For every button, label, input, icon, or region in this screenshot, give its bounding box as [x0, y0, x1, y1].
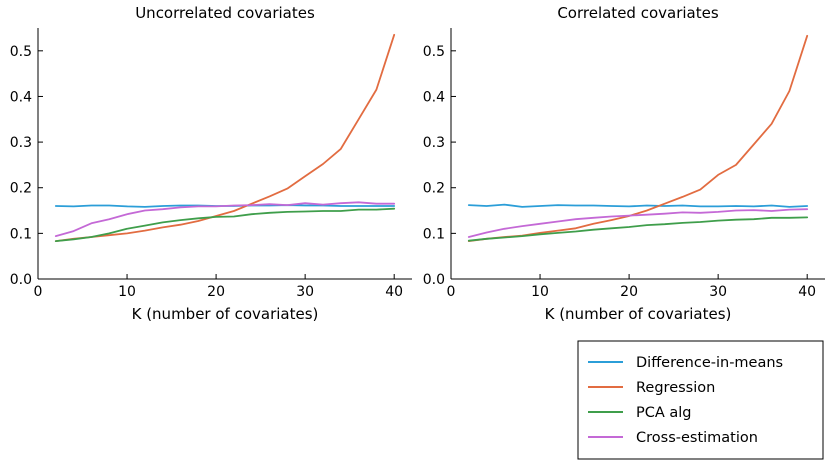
x-tick-label: 10 [118, 284, 136, 300]
series-line-regression [54, 33, 396, 243]
y-tick-label: 0.5 [10, 44, 32, 60]
x-tick-label: 0 [447, 284, 456, 300]
y-tick-label: 0.3 [10, 135, 32, 151]
y-tick-label: 0.0 [423, 272, 445, 288]
series-line-pca-alg [467, 216, 809, 242]
legend-box [577, 340, 824, 460]
x-tick-label: 30 [296, 284, 314, 300]
y-tick-label: 0.4 [10, 89, 32, 105]
series-line-cross-estimation [467, 208, 809, 238]
y-tick-label: 0.4 [423, 89, 445, 105]
legend-label-pca-alg: PCA alg [636, 405, 692, 421]
legend-label-cross-estimation: Cross-estimation [636, 430, 758, 446]
chart-title: Correlated covariates [557, 4, 719, 22]
x-tick-label: 40 [385, 284, 403, 300]
legend: Difference-in-means Regression PCA alg Cros… [577, 340, 824, 460]
series-line-pca-alg [54, 207, 396, 243]
chart-title: Uncorrelated covariates [135, 4, 315, 22]
y-tick-label: 0.2 [10, 181, 32, 197]
x-tick-label: 10 [531, 284, 549, 300]
y-tick-label: 0.2 [423, 181, 445, 197]
y-tick-label: 0.1 [423, 226, 445, 242]
y-tick-label: 0.1 [10, 226, 32, 242]
legend-label-regression: Regression [636, 380, 715, 396]
y-tick-label: 0.3 [423, 135, 445, 151]
x-axis-label: K (number of covariates) [132, 305, 319, 323]
legend-label-difference-in-means: Difference-in-means [636, 355, 783, 371]
panel-correlated: 0 10 20 30 40 0.0 0.1 0.2 0.3 0.4 0.5 Correlated co… [423, 4, 825, 323]
x-tick-label: 40 [798, 284, 816, 300]
series-line-cross-estimation [54, 201, 396, 238]
y-tick-label: 0.0 [10, 272, 32, 288]
series-line-difference-in-means [467, 203, 809, 208]
panel-uncorrelated: 0 10 20 30 40 0.0 0.1 0.2 0.3 0.4 0.5 Uncorrelated … [10, 4, 412, 323]
y-tick-label: 0.5 [423, 44, 445, 60]
x-tick-label: 0 [34, 284, 43, 300]
x-axis-label: K (number of covariates) [545, 305, 732, 323]
x-tick-label: 30 [709, 284, 727, 300]
x-tick-label: 20 [620, 284, 638, 300]
x-tick-label: 20 [207, 284, 225, 300]
